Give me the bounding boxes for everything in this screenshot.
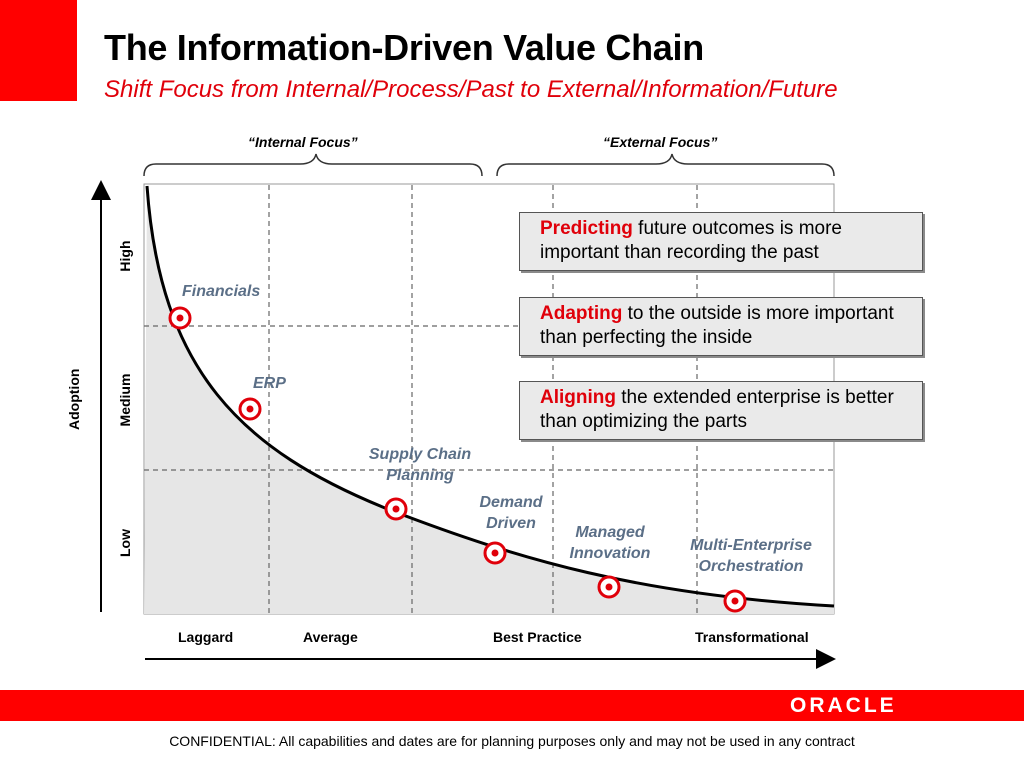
- label-line: Planning: [386, 467, 454, 484]
- x-level-laggard: Laggard: [178, 629, 234, 645]
- label-line: Orchestration: [698, 558, 804, 575]
- demand-driven-label: Demand Driven: [466, 492, 556, 534]
- y-axis-title: Adoption: [66, 368, 82, 430]
- y-level-medium: Medium: [117, 373, 133, 427]
- confidential-notice: CONFIDENTIAL: All capabilities and dates…: [169, 733, 855, 749]
- gridlines: [144, 185, 834, 614]
- managed-innovation-point: [597, 575, 621, 599]
- label-line: Innovation: [569, 545, 651, 562]
- financials-point: [168, 306, 192, 330]
- y-level-low: Low: [117, 529, 133, 557]
- managed-innovation-label: Managed Innovation: [554, 522, 666, 564]
- callout-keyword: Predicting: [540, 218, 633, 239]
- label-line: Multi-Enterprise: [690, 537, 812, 554]
- callout-text: future outcomes is more important than r…: [540, 218, 842, 263]
- erp-point: [238, 397, 262, 421]
- erp-label: ERP: [253, 375, 286, 392]
- callout-text: to the outside is more important than pe…: [540, 303, 894, 348]
- point-markers: [168, 306, 747, 613]
- label-line: Supply Chain: [368, 446, 472, 463]
- callout-aligning: Aligning the extended enterprise is bett…: [519, 381, 923, 440]
- external-focus-brace: [496, 153, 835, 177]
- label-line: Managed: [575, 524, 645, 541]
- slide-title: The Information-Driven Value Chain: [104, 27, 704, 68]
- external-focus-label: “External Focus”: [603, 134, 718, 150]
- multi-enterprise-orchestration-label: Multi-Enterprise Orchestration: [672, 535, 830, 577]
- callout-text: the extended enterprise is better than o…: [540, 387, 894, 432]
- financials-label: Financials: [182, 283, 261, 300]
- curve-area: [144, 186, 834, 614]
- callout-keyword: Aligning: [540, 387, 616, 408]
- internal-focus-label: “Internal Focus”: [248, 134, 358, 150]
- label-line: Driven: [486, 515, 536, 532]
- x-level-average: Average: [303, 629, 358, 645]
- label-line: Demand: [479, 494, 543, 511]
- callout-predicting: Predicting future outcomes is more impor…: [519, 212, 923, 271]
- callout-keyword: Adapting: [540, 303, 623, 324]
- supply-chain-planning-point: [384, 497, 408, 521]
- multi-enterprise-orchestration-point: [723, 589, 747, 613]
- x-level-best-practice: Best Practice: [493, 629, 582, 645]
- supply-chain-planning-label: Supply Chain Planning: [350, 444, 490, 486]
- x-level-transformational: Transformational: [695, 629, 809, 645]
- y-level-high: High: [117, 240, 133, 272]
- callout-adapting: Adapting to the outside is more importan…: [519, 297, 923, 356]
- slide-subtitle: Shift Focus from Internal/Process/Past t…: [104, 76, 838, 103]
- footer-bar: [0, 690, 1024, 721]
- demand-driven-point: [483, 541, 507, 565]
- internal-focus-brace: [143, 153, 483, 177]
- brand-red-block: [0, 0, 77, 101]
- oracle-logo: ORACLE: [790, 694, 897, 717]
